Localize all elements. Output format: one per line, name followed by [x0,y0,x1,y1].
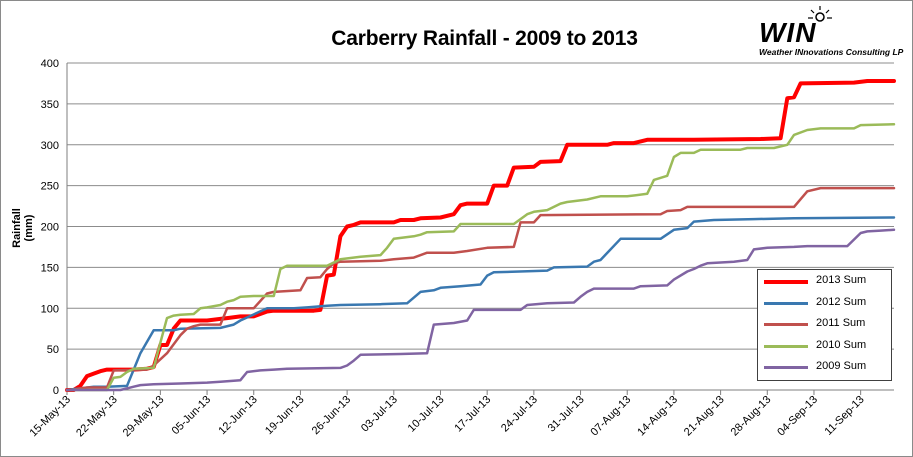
x-tick-label: 26-Jun-13 [310,394,354,438]
legend-item: 2011 Sum [764,315,888,335]
y-tick-label: 350 [41,99,59,111]
y-tick-label: 300 [41,140,59,152]
legend-item: 2009 Sum [764,358,888,378]
x-tick-label: 05-Jun-13 [170,394,214,438]
legend-item: 2012 Sum [764,294,888,314]
legend-label: 2012 Sum [816,295,867,308]
x-tick-label: 19-Jun-13 [263,394,307,438]
y-tick-label: 200 [41,222,59,234]
x-tick-label: 11-Sep-13 [823,394,867,438]
series-line-2012-sum [65,216,896,392]
legend-swatch [764,301,808,305]
x-tick-label: 31-Jul-13 [546,394,587,435]
series-line-2009-sum [65,228,896,392]
legend-label: 2010 Sum [816,338,867,351]
x-tick-label: 21-Aug-13 [682,394,727,439]
legend-swatch [764,280,808,284]
chart-title: Carberry Rainfall - 2009 to 2013 [331,27,638,50]
legend-label: 2013 Sum [816,274,867,286]
legend-swatch [764,344,808,348]
x-tick-label: 15-May-13 [27,394,73,440]
x-tick-label: 14-Aug-13 [635,394,680,439]
legend-swatch [764,323,808,326]
y-tick-label: 0 [53,385,59,397]
y-tick-label: 100 [41,303,59,315]
x-tick-label: 28-Aug-13 [729,394,774,439]
y-tick-label: 400 [41,58,59,70]
logo-tagline: Weather INnovations Consulting LP [759,47,904,57]
x-tick-label: 24-Jul-13 [499,394,540,435]
x-tick-label: 29-May-13 [121,394,167,440]
company-logo: WIN Weather INnovations Consulting LP [759,5,904,61]
x-tick-label: 17-Jul-13 [452,394,493,435]
logo-wordmark: WIN [759,17,817,48]
x-tick-label: 03-Jul-13 [359,394,400,435]
legend: 2013 Sum 2012 Sum 2011 Sum 2010 Sum 2009 Sum [757,269,892,381]
y-tick-label: 50 [47,344,59,356]
series-line-2010-sum [65,123,896,392]
x-tick-label: 10-Jul-13 [406,394,447,435]
y-tick-label: 250 [41,181,59,193]
legend-item: 2013 Sum [764,272,888,292]
x-tick-label: 07-Aug-13 [589,394,634,439]
x-tick-label: 22-May-13 [74,394,120,440]
legend-item: 2010 Sum [764,337,888,357]
legend-swatch [764,366,808,369]
x-tick-label: 04-Sep-13 [775,394,820,439]
x-tick-label: 12-Jun-13 [216,394,260,438]
legend-label: 2009 Sum [816,360,867,372]
legend-label: 2011 Sum [816,317,866,329]
y-tick-label: 150 [41,262,59,274]
sun-icon [808,6,832,22]
